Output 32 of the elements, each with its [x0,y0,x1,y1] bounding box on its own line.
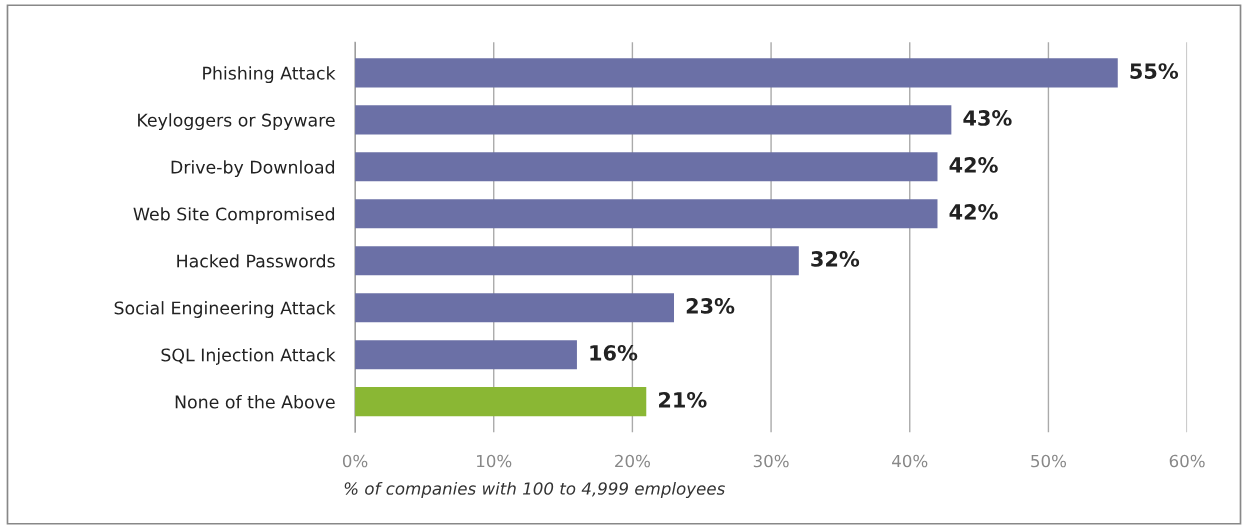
x-tick-label: 30% [753,454,789,468]
y-tick-label: Hacked Passwords [177,254,335,268]
bar [355,293,675,323]
x-axis-title: % of companies with 100 to 4,999 employees [344,481,725,499]
data-label: 21% [659,391,707,408]
bar [355,105,952,135]
x-tick-label: 60% [1169,454,1205,468]
y-tick-label: Phishing Attack [203,66,336,84]
bar [355,387,647,417]
x-tick-label: 40% [892,454,928,468]
y-tick-label: Social Engineering Attack [114,301,336,318]
x-tick-label: 0% [342,454,368,468]
bar [355,199,938,229]
bar [355,246,799,276]
bar [355,58,1118,88]
y-tick-label: Drive-by Download [171,160,335,177]
bar [355,152,938,182]
y-tick-label: Web Site Compromised [133,207,335,224]
y-tick-label: Keyloggers or Spyware [138,113,335,131]
data-label: 23% [686,298,735,314]
x-tick-label: 20% [615,454,651,468]
x-tick-label: 50% [1031,454,1067,468]
data-label: 16% [590,344,638,361]
x-tick-label: 10% [477,454,512,468]
y-tick-label: None of the Above [175,395,335,409]
bar [355,340,577,370]
data-label: 32% [811,251,860,267]
data-label: 55% [1130,63,1179,79]
data-label: 42% [949,204,998,220]
y-tick-label: SQL Injection Attack [161,348,336,365]
data-label: 42% [949,157,998,173]
data-label: 43% [963,110,1012,126]
